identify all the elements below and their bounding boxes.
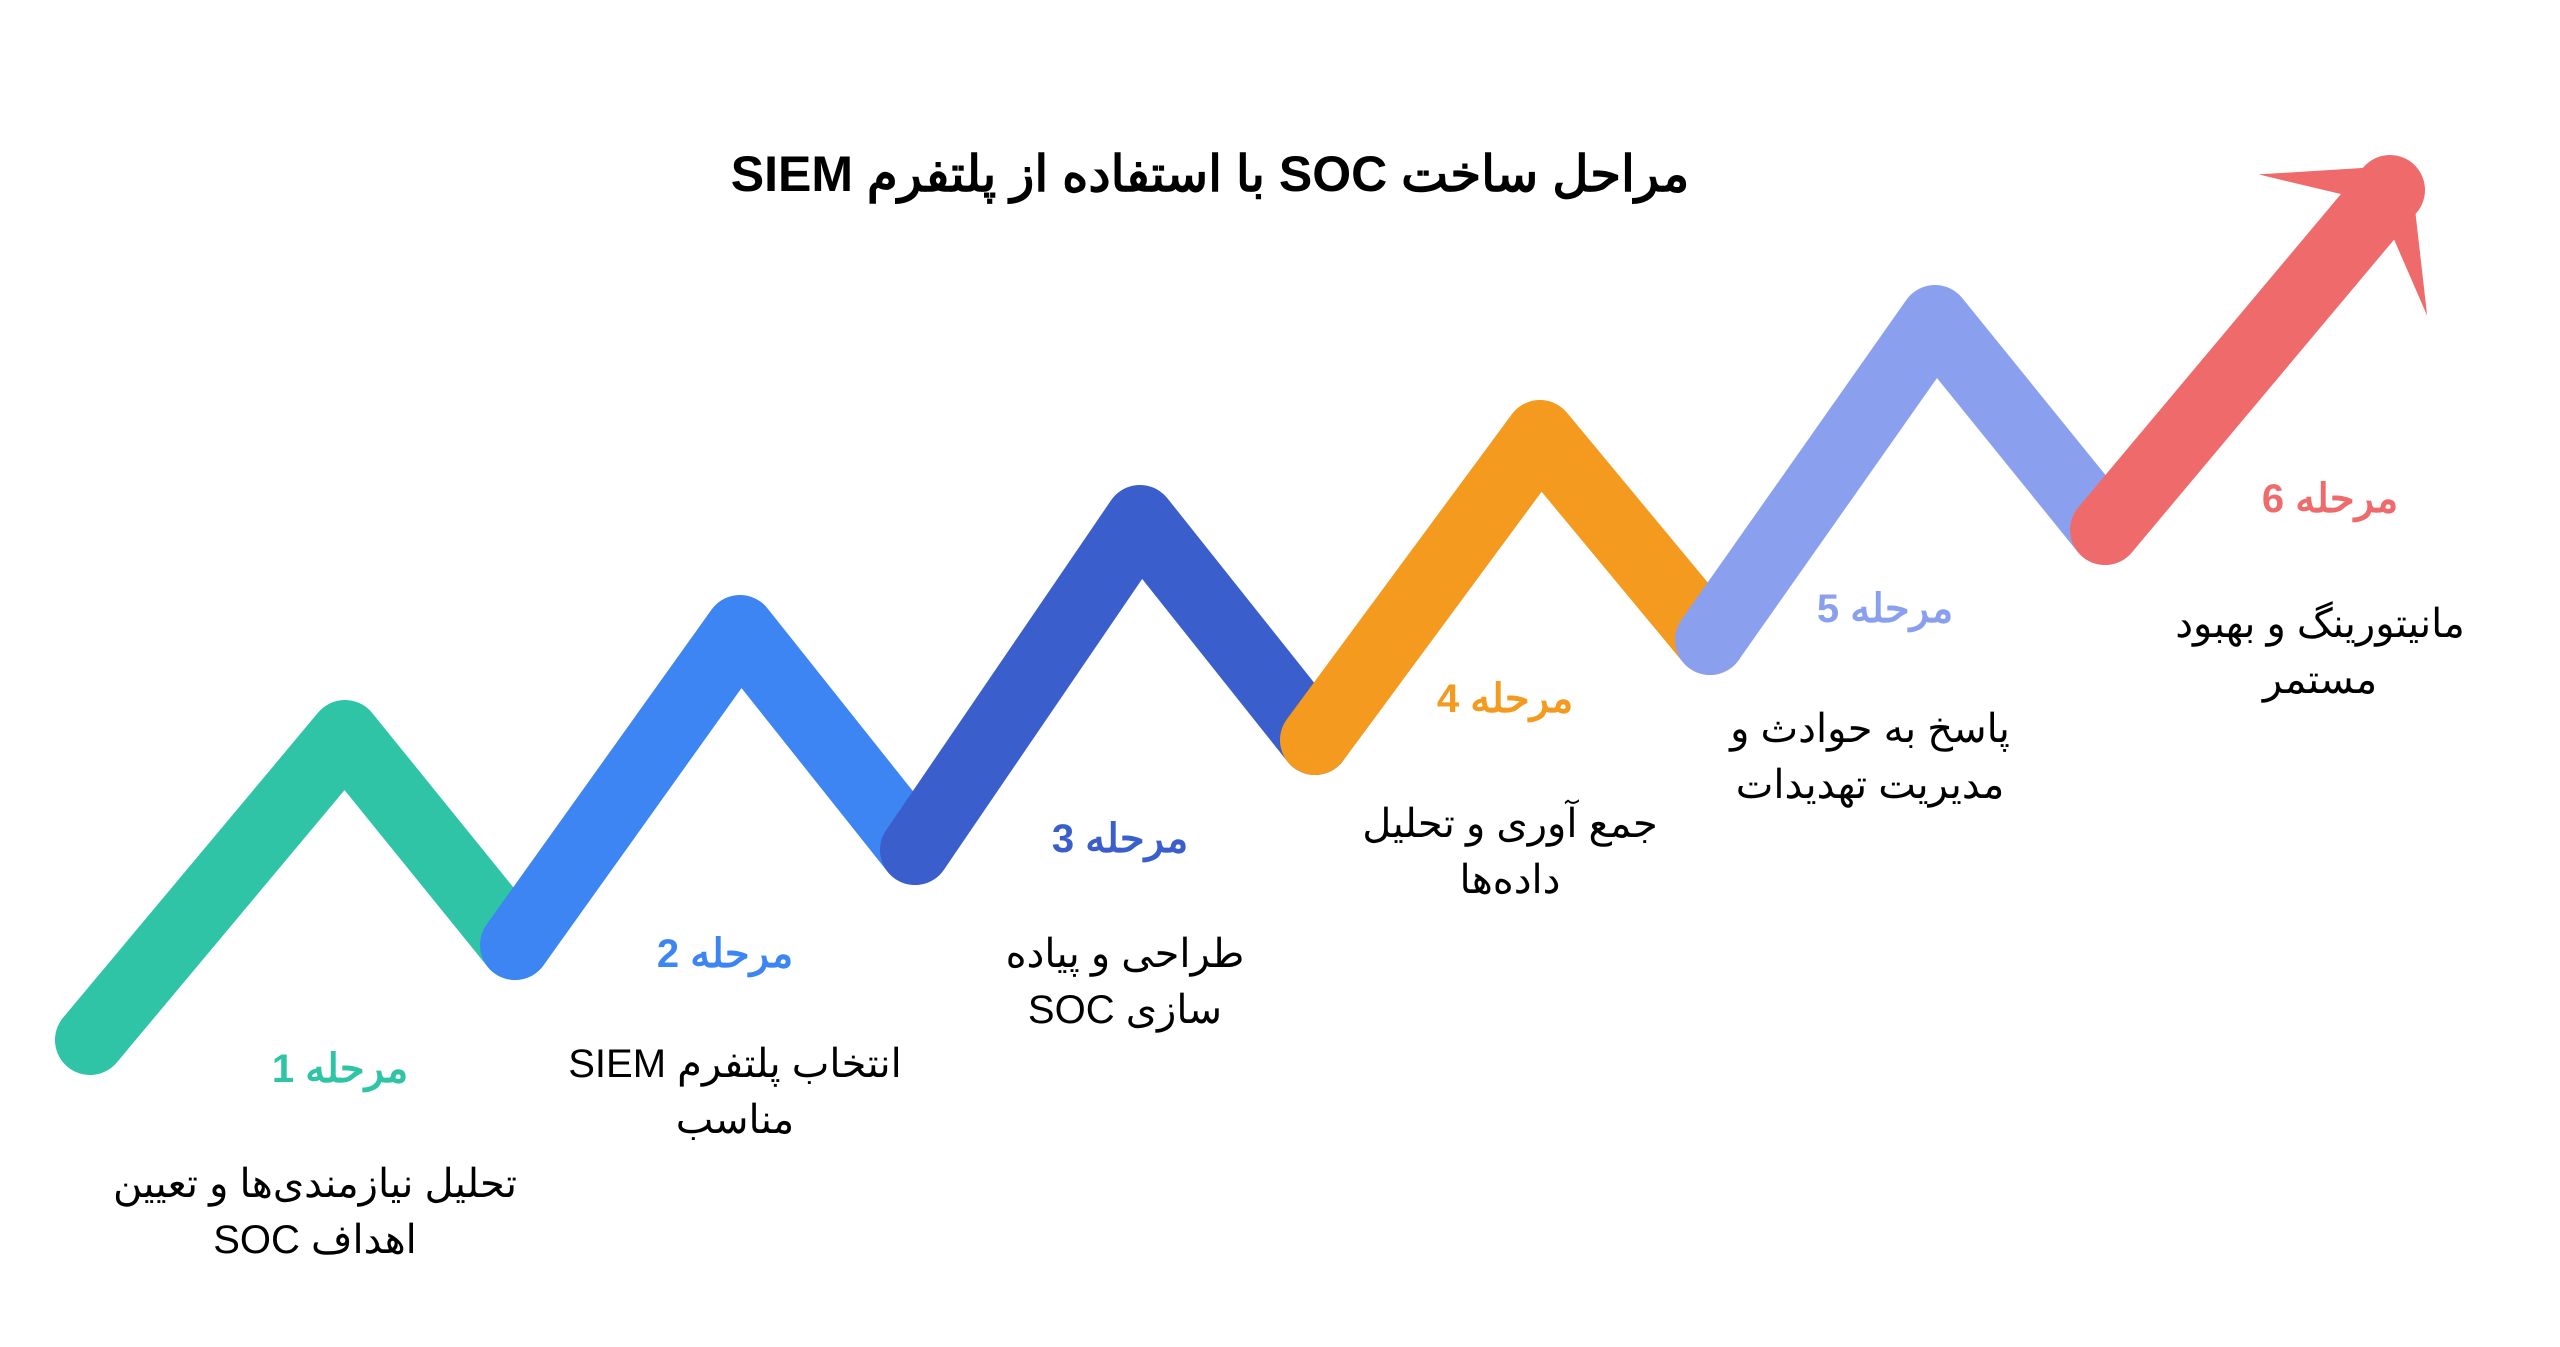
diagram-canvas: مراحل ساخت SOC با استفاده از پلتفرم SIEM…: [0, 0, 2560, 1347]
diagram-title: مراحل ساخت SOC با استفاده از پلتفرم SIEM: [610, 145, 1810, 203]
stage-label-6: مرحله 6: [2180, 476, 2480, 522]
stage-desc-5: پاسخ به حوادث و مدیریت تهدیدات: [1705, 701, 2035, 813]
zigzag-seg2: [515, 630, 915, 945]
stage-label-3: مرحله 3: [970, 816, 1270, 862]
stage-label-5: مرحله 5: [1735, 586, 2035, 632]
stage-desc-1: تحلیل نیازمندی‌ها و تعیین اهداف SOC: [100, 1156, 530, 1268]
stage-desc-6: مانیتورینگ و بهبود مستمر: [2150, 596, 2490, 708]
stage-label-2: مرحله 2: [575, 931, 875, 977]
stage-label-1: مرحله 1: [190, 1046, 490, 1092]
stage-desc-3: طراحی و پیاده سازی SOC: [960, 926, 1290, 1038]
stage-desc-2: انتخاب پلتفرم SIEM مناسب: [565, 1036, 905, 1148]
zigzag-seg1: [90, 735, 515, 1040]
stage-label-4: مرحله 4: [1355, 676, 1655, 722]
stage-desc-4: جمع آوری و تحلیل داده‌ها: [1360, 796, 1660, 908]
zigzag-seg3: [915, 520, 1315, 850]
